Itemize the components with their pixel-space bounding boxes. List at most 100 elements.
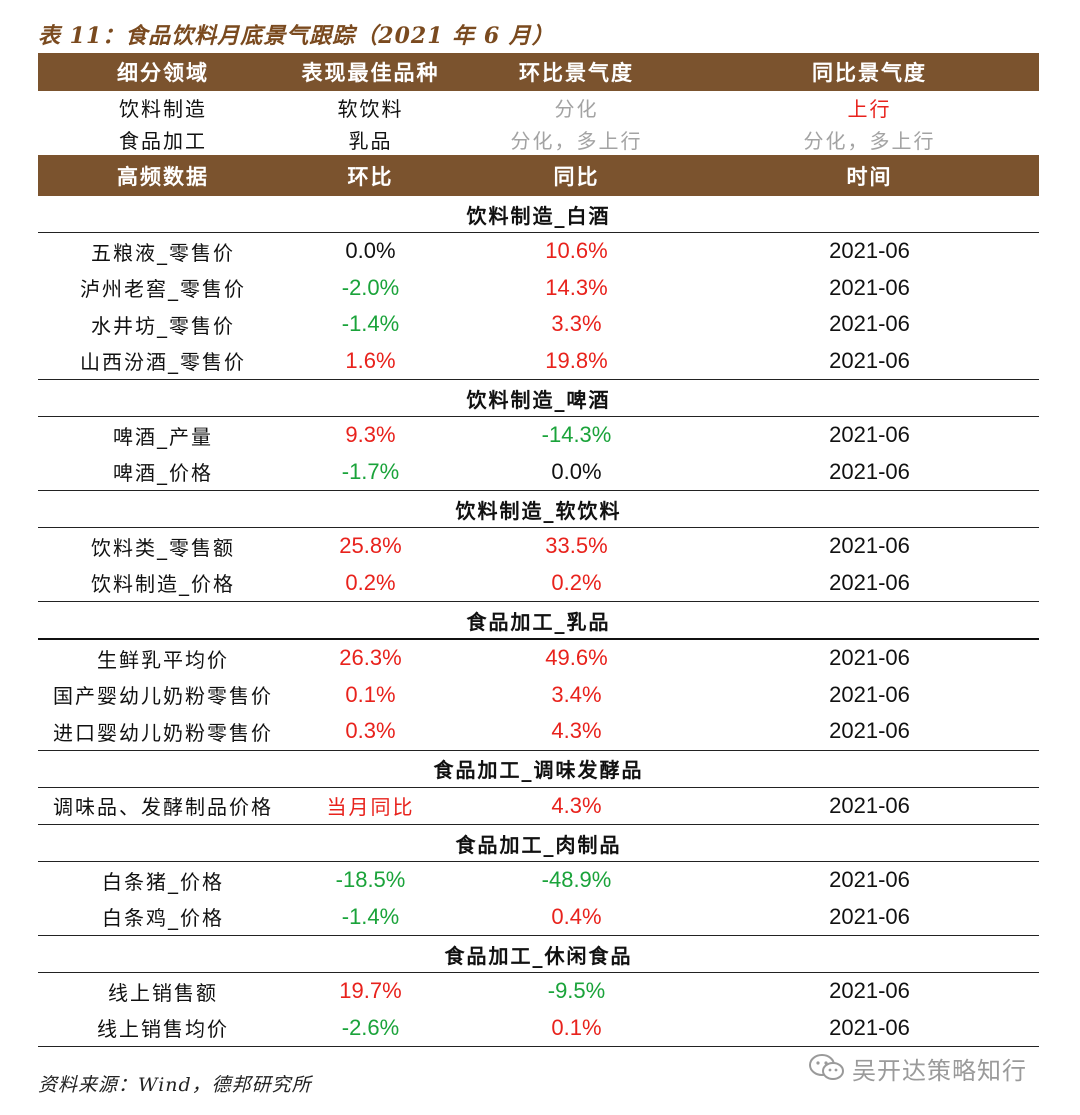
summary-row: 食品加工 乳品 分化，多上行 分化，多上行 [38, 123, 1039, 155]
section-title: 食品加工_调味发酵品 [38, 751, 1039, 788]
time-cell: 2021-06 [829, 718, 910, 744]
mom-value-cell: 0.2% [345, 569, 396, 595]
time-cell: 2021-06 [829, 569, 910, 595]
table-row: 线上销售额 19.7% -9.5% 2021-06 [38, 973, 1039, 1010]
section-rows: 五粮液_零售价 0.0% 10.6% 2021-06 泸州老窖_零售价 -2.0% 14.3… [38, 233, 1039, 380]
section-rows: 白条猪_价格 -18.5% -48.9% 2021-06 白条鸡_价格 -1.4% 0.4%… [38, 862, 1039, 936]
section-title: 食品加工_休闲食品 [38, 936, 1039, 973]
yoy-value-cell: 3.3% [551, 311, 602, 337]
metric-name-cell: 饮料类_零售额 [91, 535, 235, 560]
mom-value-cell: 1.6% [345, 347, 396, 373]
mom-value-cell: -1.4% [341, 903, 400, 929]
time-cell: 2021-06 [829, 533, 910, 559]
metric-name-cell: 线上销售均价 [97, 1017, 229, 1042]
mom-value-cell: 0.0% [345, 238, 396, 264]
mom-value-cell: -2.6% [341, 1014, 400, 1040]
time-cell: 2021-06 [829, 458, 910, 484]
yoy-value-cell: 4.3% [551, 792, 602, 818]
metric-name-cell: 白条鸡_价格 [102, 906, 224, 931]
table-row: 泸州老窖_零售价 -2.0% 14.3% 2021-06 [38, 270, 1039, 307]
mom-value-cell: 25.8% [339, 533, 402, 559]
table-title: 表 11：食品饮料月底景气跟踪（2021 年 6 月） [38, 23, 555, 49]
mom-value-cell: 26.3% [339, 645, 402, 671]
yoy-value-cell: -48.9% [541, 867, 612, 893]
wechat-icon [809, 1054, 844, 1080]
table-row: 啤酒_价格 -1.7% 0.0% 2021-06 [38, 454, 1039, 491]
mom-value-cell: 0.3% [345, 718, 396, 744]
table-row: 白条鸡_价格 -1.4% 0.4% 2021-06 [38, 899, 1039, 936]
best-cell: 软饮料 [337, 96, 404, 121]
mom-cell: 分化，多上行 [510, 128, 643, 153]
metric-name-cell: 山西汾酒_零售价 [80, 350, 246, 375]
header-cell: 环比 [347, 164, 394, 189]
segment-cell: 饮料制造 [119, 96, 207, 121]
yoy-value-cell: 33.5% [545, 533, 608, 559]
mom-value-cell: 当月同比 [326, 795, 415, 820]
yoy-value-cell: 14.3% [545, 274, 608, 300]
time-cell: 2021-06 [829, 645, 910, 671]
mom-value-cell: -2.0% [341, 274, 400, 300]
metric-name-cell: 线上销售额 [108, 980, 218, 1005]
table-row: 饮料类_零售额 25.8% 33.5% 2021-06 [38, 528, 1039, 565]
metric-name-cell: 白条猪_价格 [102, 869, 224, 894]
table-row: 五粮液_零售价 0.0% 10.6% 2021-06 [38, 233, 1039, 270]
table-row: 水井坊_零售价 -1.4% 3.3% 2021-06 [38, 306, 1039, 343]
yoy-value-cell: -14.3% [541, 422, 612, 448]
table-row: 线上销售均价 -2.6% 0.1% 2021-06 [38, 1010, 1039, 1047]
yoy-value-cell: -9.5% [547, 978, 606, 1004]
header-cell: 细分领域 [117, 61, 209, 85]
metric-name-cell: 国产婴幼儿奶粉零售价 [53, 684, 273, 709]
summary-row: 饮料制造 软饮料 分化 上行 [38, 91, 1039, 123]
header-row-summary: 细分领域 表现最佳品种 环比景气度 同比景气度 [38, 53, 1039, 91]
best-cell: 乳品 [348, 128, 393, 153]
time-cell: 2021-06 [829, 903, 910, 929]
metric-name-cell: 饮料制造_价格 [91, 572, 235, 597]
metric-name-cell: 进口婴幼儿奶粉零售价 [53, 720, 273, 745]
section-title: 饮料制造_啤酒 [38, 380, 1039, 417]
section-title: 食品加工_肉制品 [38, 825, 1039, 862]
section-rows: 饮料类_零售额 25.8% 33.5% 2021-06 饮料制造_价格 0.2% 0.2% 2… [38, 528, 1039, 602]
yoy-value-cell: 0.0% [551, 458, 602, 484]
time-cell: 2021-06 [829, 422, 910, 448]
header-cell: 同比 [553, 164, 600, 189]
yoy-cell: 分化，多上行 [803, 128, 936, 153]
table-row: 进口婴幼儿奶粉零售价 0.3% 4.3% 2021-06 [38, 713, 1039, 750]
yoy-value-cell: 0.1% [551, 1014, 602, 1040]
metric-name-cell: 啤酒_价格 [113, 461, 213, 486]
metric-name-cell: 啤酒_产量 [113, 424, 213, 449]
table-row: 白条猪_价格 -18.5% -48.9% 2021-06 [38, 862, 1039, 899]
source-note: 资料来源：Wind，德邦研究所 [38, 1074, 312, 1096]
table-row: 调味品、发酵制品价格 当月同比 4.3% 2021-06 [38, 788, 1039, 825]
header-cell: 高频数据 [117, 164, 209, 189]
table-row: 国产婴幼儿奶粉零售价 0.1% 3.4% 2021-06 [38, 677, 1039, 714]
mom-value-cell: -1.4% [341, 311, 400, 337]
table-row: 啤酒_产量 9.3% -14.3% 2021-06 [38, 417, 1039, 454]
section-title: 食品加工_乳品 [38, 602, 1039, 640]
header-cell: 同比景气度 [812, 61, 927, 85]
yoy-value-cell: 0.4% [551, 903, 602, 929]
mom-cell: 分化 [554, 96, 599, 121]
time-cell: 2021-06 [829, 311, 910, 337]
table-row: 山西汾酒_零售价 1.6% 19.8% 2021-06 [38, 343, 1039, 380]
mom-value-cell: 9.3% [345, 422, 396, 448]
metric-name-cell: 生鲜乳平均价 [97, 647, 229, 672]
time-cell: 2021-06 [829, 681, 910, 707]
yoy-value-cell: 0.2% [551, 569, 602, 595]
time-cell: 2021-06 [829, 792, 910, 818]
yoy-value-cell: 10.6% [545, 238, 608, 264]
table-row: 饮料制造_价格 0.2% 0.2% 2021-06 [38, 565, 1039, 602]
section-title: 饮料制造_白酒 [38, 196, 1039, 233]
time-cell: 2021-06 [829, 347, 910, 373]
header-cell: 环比景气度 [519, 61, 634, 85]
yoy-value-cell: 49.6% [545, 645, 608, 671]
metric-name-cell: 调味品、发酵制品价格 [53, 795, 273, 820]
yoy-value-cell: 19.8% [545, 347, 608, 373]
section-rows: 生鲜乳平均价 26.3% 49.6% 2021-06 国产婴幼儿奶粉零售价 0.1% 3.4… [38, 640, 1039, 751]
data-table: 细分领域 表现最佳品种 环比景气度 同比景气度 饮料制造 软饮料 分化 上行 食… [38, 53, 1039, 1047]
section-rows: 调味品、发酵制品价格 当月同比 4.3% 2021-06 [38, 788, 1039, 825]
yoy-cell: 上行 [847, 96, 892, 121]
table-row: 生鲜乳平均价 26.3% 49.6% 2021-06 [38, 640, 1039, 677]
segment-cell: 食品加工 [119, 128, 207, 153]
time-cell: 2021-06 [829, 867, 910, 893]
time-cell: 2021-06 [829, 274, 910, 300]
